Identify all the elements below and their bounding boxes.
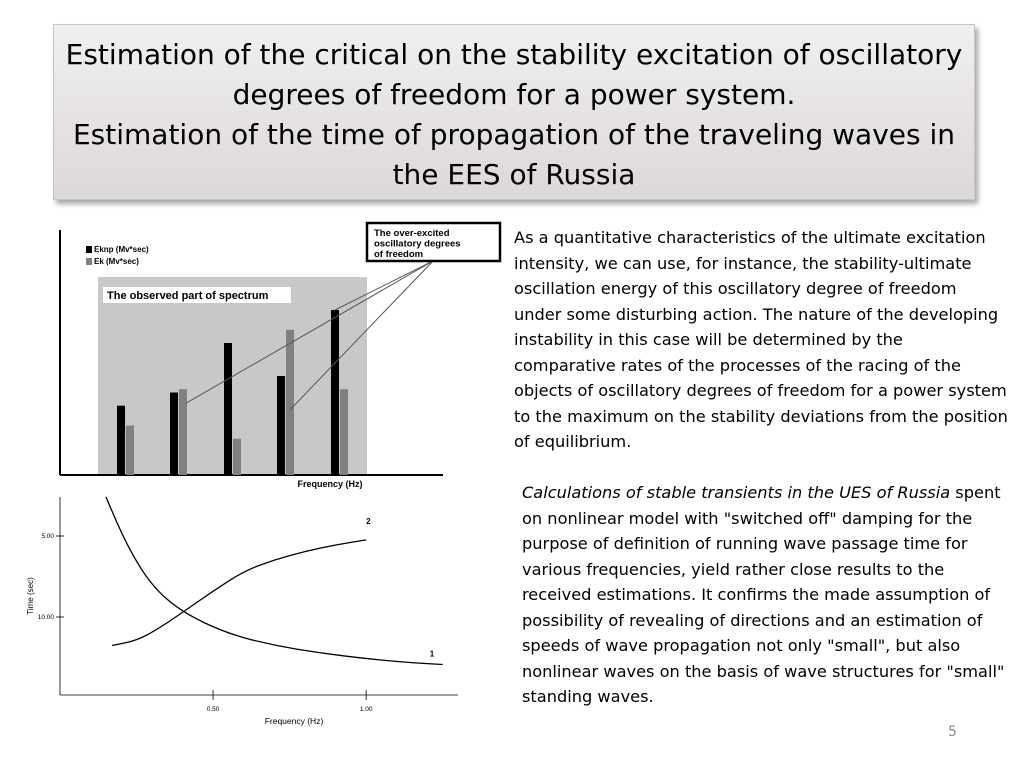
- series-line-1: [105, 496, 443, 666]
- calculations-paragraph: Calculations of stable transients in the…: [522, 480, 1014, 710]
- bar-eknp-5: [331, 310, 339, 475]
- axis-ticks: 0.50 1.00 5.00 10.00: [38, 533, 373, 713]
- y-axis-label: Time (sec): [26, 577, 35, 615]
- title-line-1: Estimation of the critical on the stabil…: [65, 38, 963, 71]
- bar-ek-2: [179, 389, 187, 475]
- callout-text: The over-excited oscillatory degrees of fr…: [374, 228, 461, 260]
- x-tick-label: 0.50: [207, 706, 220, 713]
- bars-group: [117, 310, 348, 475]
- callout-line-3: [289, 260, 434, 411]
- callout-line-1: [185, 260, 434, 404]
- page-number: 5: [948, 724, 957, 740]
- calculations-body: spent on nonlinear model with "switched …: [522, 483, 1005, 706]
- bar-eknp-1: [117, 405, 125, 475]
- bar-ek-5: [340, 389, 348, 475]
- y-tick-label: 10.00: [38, 614, 55, 621]
- bar-eknp-4: [277, 376, 285, 475]
- x-tick-label: 1.00: [360, 706, 373, 713]
- observed-spectrum-label: The observed part of spectrum: [107, 290, 269, 302]
- bar-ek-3: [233, 438, 241, 475]
- series-label-2: 2: [366, 517, 371, 526]
- legend-swatch-1: [86, 246, 92, 253]
- title-box: Estimation of the critical on the stabil…: [53, 24, 975, 200]
- callout-text-line: of freedom: [374, 249, 423, 260]
- chart-legend: Eknp (Mv*sec) Ek (Mv*sec): [86, 245, 149, 266]
- callout-text-line: oscillatory degrees: [374, 239, 461, 250]
- series-lines: 12: [105, 496, 443, 666]
- legend-swatch-2: [86, 258, 92, 265]
- slide-title: Estimation of the critical on the stabil…: [54, 35, 974, 195]
- callout-line-2: [334, 260, 434, 311]
- bar-ek-1: [126, 425, 134, 475]
- legend-label-1: Eknp (Mv*sec): [94, 245, 149, 254]
- bar-ek-4: [286, 329, 294, 475]
- callout-text-line: The over-excited: [374, 228, 450, 239]
- x-axis-label: Frequency (Hz): [297, 479, 362, 489]
- bar-eknp-2: [170, 392, 178, 475]
- title-line-3: Estimation of the time of propagation of…: [72, 118, 956, 151]
- bar-eknp-3: [224, 343, 232, 475]
- x-axis-label: Frequency (Hz): [265, 716, 324, 726]
- legend-label-2: Ek (Mv*sec): [94, 257, 139, 266]
- series-line-2: [111, 539, 367, 647]
- series-label-1: 1: [430, 649, 435, 658]
- calculations-lead: Calculations of stable transients in the…: [522, 483, 951, 502]
- description-paragraph: As a quantitative characteristics of the…: [514, 228, 1008, 451]
- title-line-2: degrees of freedom for a power system.: [232, 78, 796, 111]
- callout-box: [365, 221, 502, 263]
- y-tick-label: 5.00: [41, 533, 54, 540]
- title-line-4: the EES of Russia: [392, 158, 636, 191]
- observed-spectrum-label-box: [103, 287, 291, 303]
- callout-lines: [185, 260, 434, 411]
- energy-bar-chart: The observed part of spectrum Eknp (Mv*s…: [59, 221, 502, 489]
